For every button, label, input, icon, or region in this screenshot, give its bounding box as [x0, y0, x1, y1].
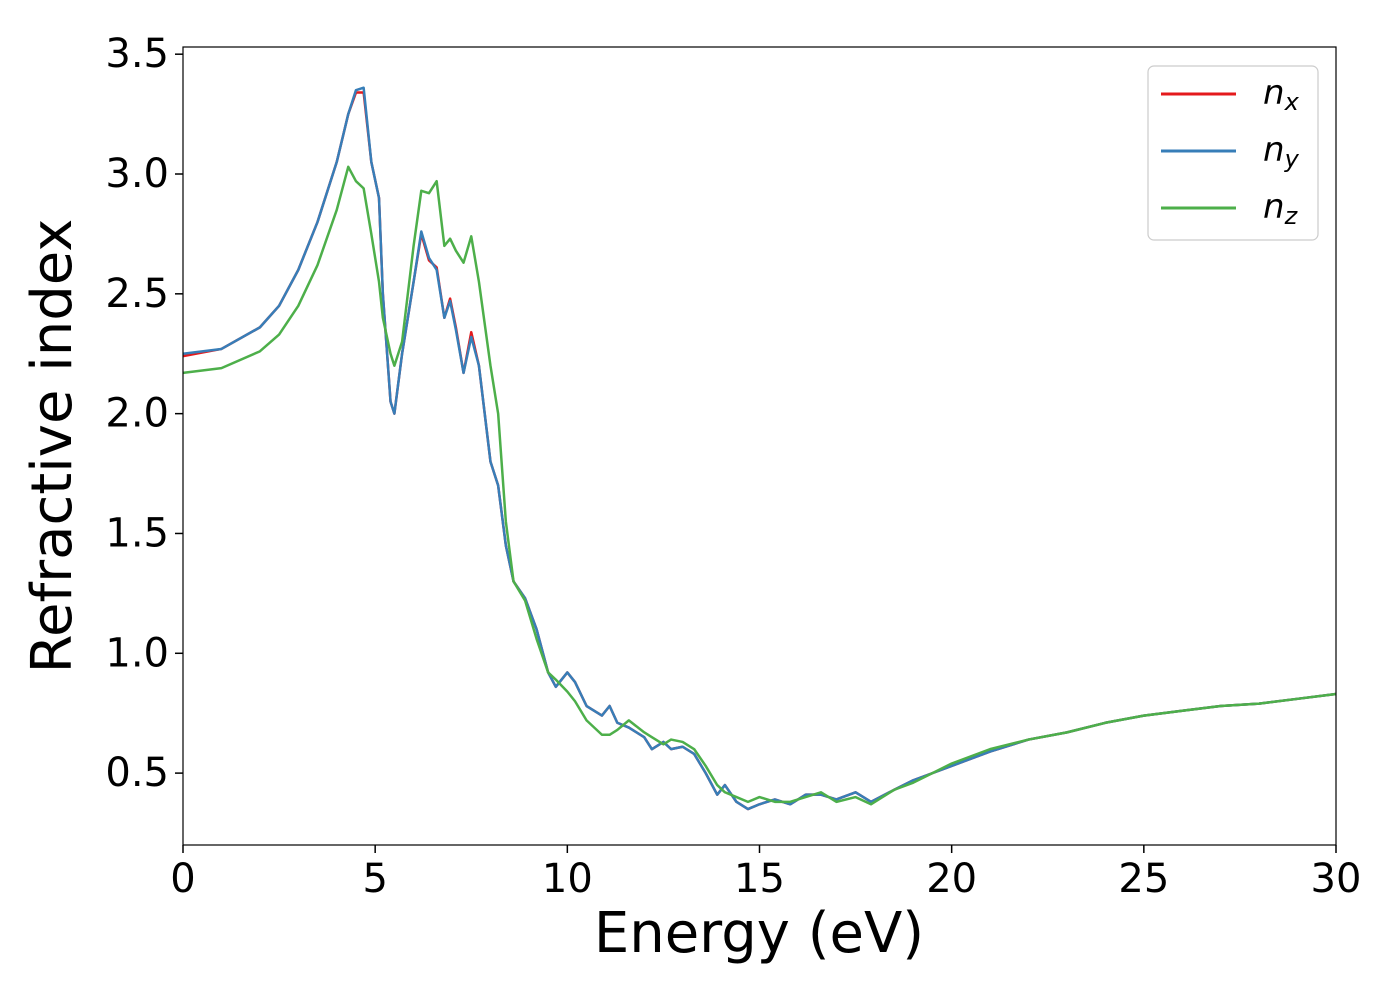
- y-tick-label: 3.0: [105, 151, 169, 197]
- y-axis-label: Refractive index: [20, 219, 85, 674]
- plot-frame: [182, 46, 1337, 846]
- x-tick-label: 0: [170, 856, 195, 902]
- y-tick-label: 2.5: [105, 271, 169, 317]
- legend-label: nz: [1263, 187, 1299, 231]
- line-series: [182, 165, 1337, 806]
- x-axis-label: Energy (eV): [594, 901, 924, 966]
- y-tick-label: 2.0: [105, 391, 169, 437]
- y-tick-label: 0.5: [105, 750, 169, 796]
- y-tick-label: 3.5: [105, 31, 169, 77]
- y-tick-label: 1.5: [105, 510, 169, 556]
- legend-box: [1147, 65, 1319, 241]
- x-tick-label: 20: [926, 856, 977, 902]
- line-series: [182, 86, 1337, 811]
- x-tick-label: 25: [1118, 856, 1169, 902]
- legend-label: nx: [1263, 73, 1300, 117]
- x-tick-label: 15: [734, 856, 785, 902]
- y-tick-label: 1.0: [105, 630, 169, 676]
- x-tick-label: 30: [1311, 856, 1362, 902]
- legend-label: ny: [1263, 130, 1300, 174]
- x-tick-label: 5: [362, 856, 387, 902]
- x-tick-label: 10: [542, 856, 593, 902]
